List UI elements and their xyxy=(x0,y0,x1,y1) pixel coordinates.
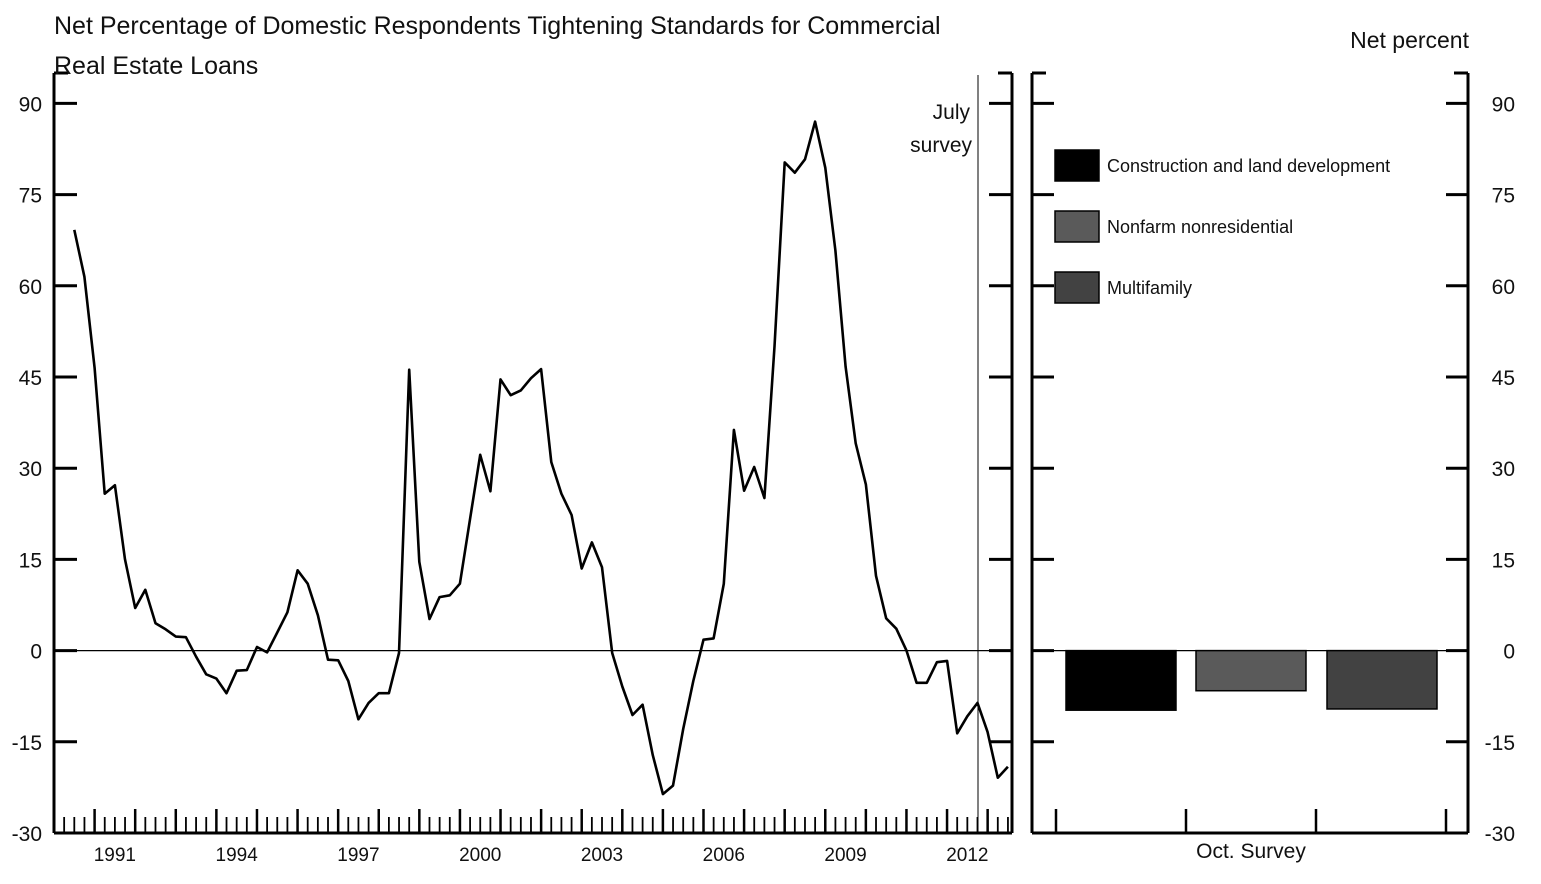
survey-annotation-line-1: July xyxy=(933,101,971,124)
x-tick-label: 2012 xyxy=(946,845,988,866)
y-tick-label: -30 xyxy=(12,823,42,846)
y-tick-label: -15 xyxy=(1485,732,1515,755)
left-panel: 90 75 60 45 30 15 0 -15 -30 1991 1994 1997 2000 2003 2… xyxy=(12,71,1014,866)
y-tick-label: 30 xyxy=(19,458,42,481)
legend-label-1: Construction and land development xyxy=(1107,156,1390,176)
x-tick-label: 2006 xyxy=(703,845,745,866)
y-tick-label: 15 xyxy=(19,549,42,572)
y-tick-label: 75 xyxy=(19,185,42,208)
y-tick-label: -15 xyxy=(12,732,42,755)
legend-label-3: Multifamily xyxy=(1107,278,1192,298)
survey-annotation-line-2: survey xyxy=(910,134,972,157)
legend-swatch-2 xyxy=(1054,210,1100,243)
y-tick-label: 45 xyxy=(1492,367,1515,390)
legend-swatch-1 xyxy=(1054,149,1100,182)
bar-3 xyxy=(1326,649,1438,710)
y-tick-label: 60 xyxy=(19,276,42,299)
x-tick-label: 1994 xyxy=(216,845,259,866)
y-tick-label: 15 xyxy=(1492,549,1515,572)
x-tick-label: 2009 xyxy=(824,845,866,866)
survey-annotation: July survey xyxy=(910,101,972,157)
chart-title: Net Percentage of Domestic Respondents T… xyxy=(54,12,941,80)
x-axis-label: Oct. Survey xyxy=(1196,840,1306,863)
x-tick-label: 1997 xyxy=(337,845,379,866)
y-tick-label: 90 xyxy=(1492,93,1515,116)
y-tick-label: 60 xyxy=(1492,276,1515,299)
y-tick-label: 0 xyxy=(1503,641,1515,664)
y-tick-label: 90 xyxy=(19,93,42,116)
right-panel: 90 75 60 45 30 15 0 -15 -30 Oct. Survey Constructi… xyxy=(1030,71,1515,863)
y-tick-label: 45 xyxy=(19,367,42,390)
unit-label: Net percent xyxy=(1350,27,1469,53)
series-line xyxy=(73,120,1009,796)
bar-2 xyxy=(1195,649,1307,692)
legend-swatch-3 xyxy=(1054,271,1100,304)
legend-label-2: Nonfarm nonresidential xyxy=(1107,217,1293,237)
y-tick-label: 30 xyxy=(1492,458,1515,481)
y-tick-label: 75 xyxy=(1492,185,1515,208)
x-tick-label: 2003 xyxy=(581,845,623,866)
bar-1 xyxy=(1065,649,1177,711)
y-tick-label: -30 xyxy=(1485,823,1515,846)
x-tick-label: 2000 xyxy=(459,845,501,866)
x-tick-label: 1991 xyxy=(94,845,136,866)
y-tick-label: 0 xyxy=(30,641,42,664)
